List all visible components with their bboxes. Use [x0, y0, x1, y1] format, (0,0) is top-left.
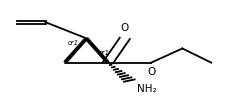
Text: NH₂: NH₂ — [137, 84, 156, 94]
Text: or1: or1 — [99, 50, 110, 56]
Text: O: O — [121, 23, 129, 33]
Text: or1: or1 — [68, 40, 79, 46]
Text: O: O — [147, 67, 155, 77]
